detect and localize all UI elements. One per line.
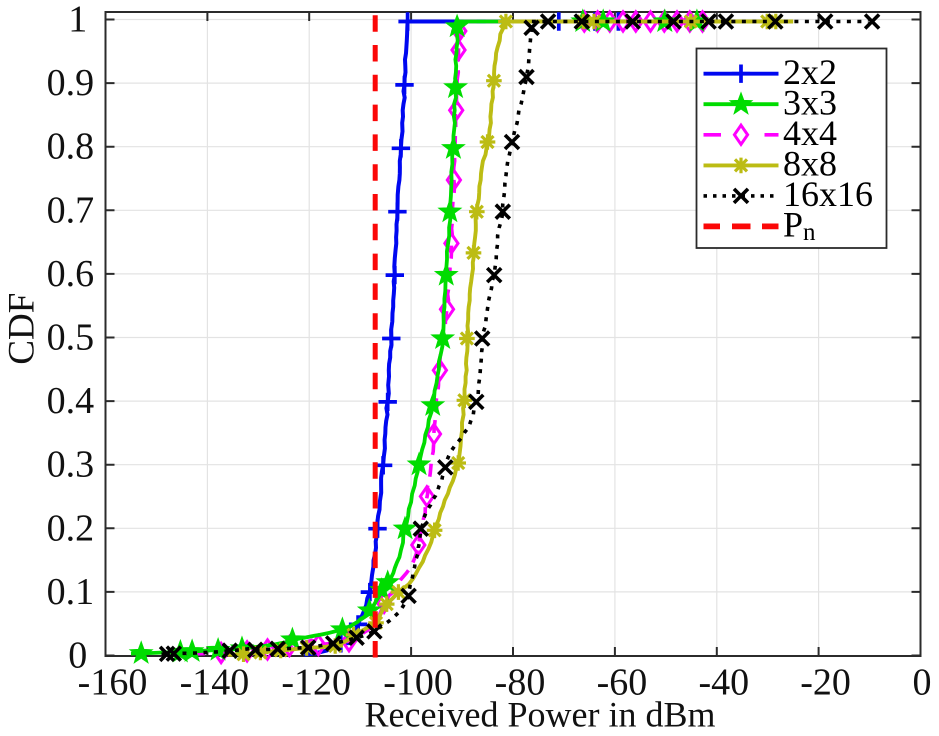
svg-text:0.3: 0.3	[47, 444, 95, 486]
svg-text:0.1: 0.1	[47, 571, 95, 613]
svg-text:0.5: 0.5	[47, 317, 95, 359]
svg-text:-100: -100	[383, 662, 453, 704]
svg-text:16x16: 16x16	[783, 174, 873, 214]
svg-text:0.9: 0.9	[47, 62, 95, 104]
svg-text:3x3: 3x3	[783, 83, 837, 123]
svg-text:8x8: 8x8	[783, 144, 837, 184]
svg-text:-120: -120	[281, 662, 351, 704]
svg-text:0: 0	[913, 662, 932, 704]
svg-text:-60: -60	[597, 662, 648, 704]
svg-text:0.4: 0.4	[47, 380, 95, 422]
svg-text:0.8: 0.8	[47, 126, 95, 168]
svg-text:-160: -160	[78, 662, 148, 704]
svg-text:0: 0	[68, 635, 87, 677]
svg-text:2x2: 2x2	[783, 52, 837, 92]
svg-text:4x4: 4x4	[783, 113, 837, 153]
svg-text:0.7: 0.7	[47, 189, 95, 231]
svg-text:-20: -20	[800, 662, 851, 704]
svg-text:1: 1	[68, 0, 87, 41]
svg-text:Received Power in dBm: Received Power in dBm	[365, 695, 716, 735]
svg-text:-40: -40	[698, 662, 749, 704]
svg-text:CDF: CDF	[2, 293, 43, 365]
svg-text:-80: -80	[495, 662, 546, 704]
svg-text:-140: -140	[180, 662, 250, 704]
svg-text:0.2: 0.2	[47, 507, 95, 549]
svg-text:0.6: 0.6	[47, 253, 95, 295]
